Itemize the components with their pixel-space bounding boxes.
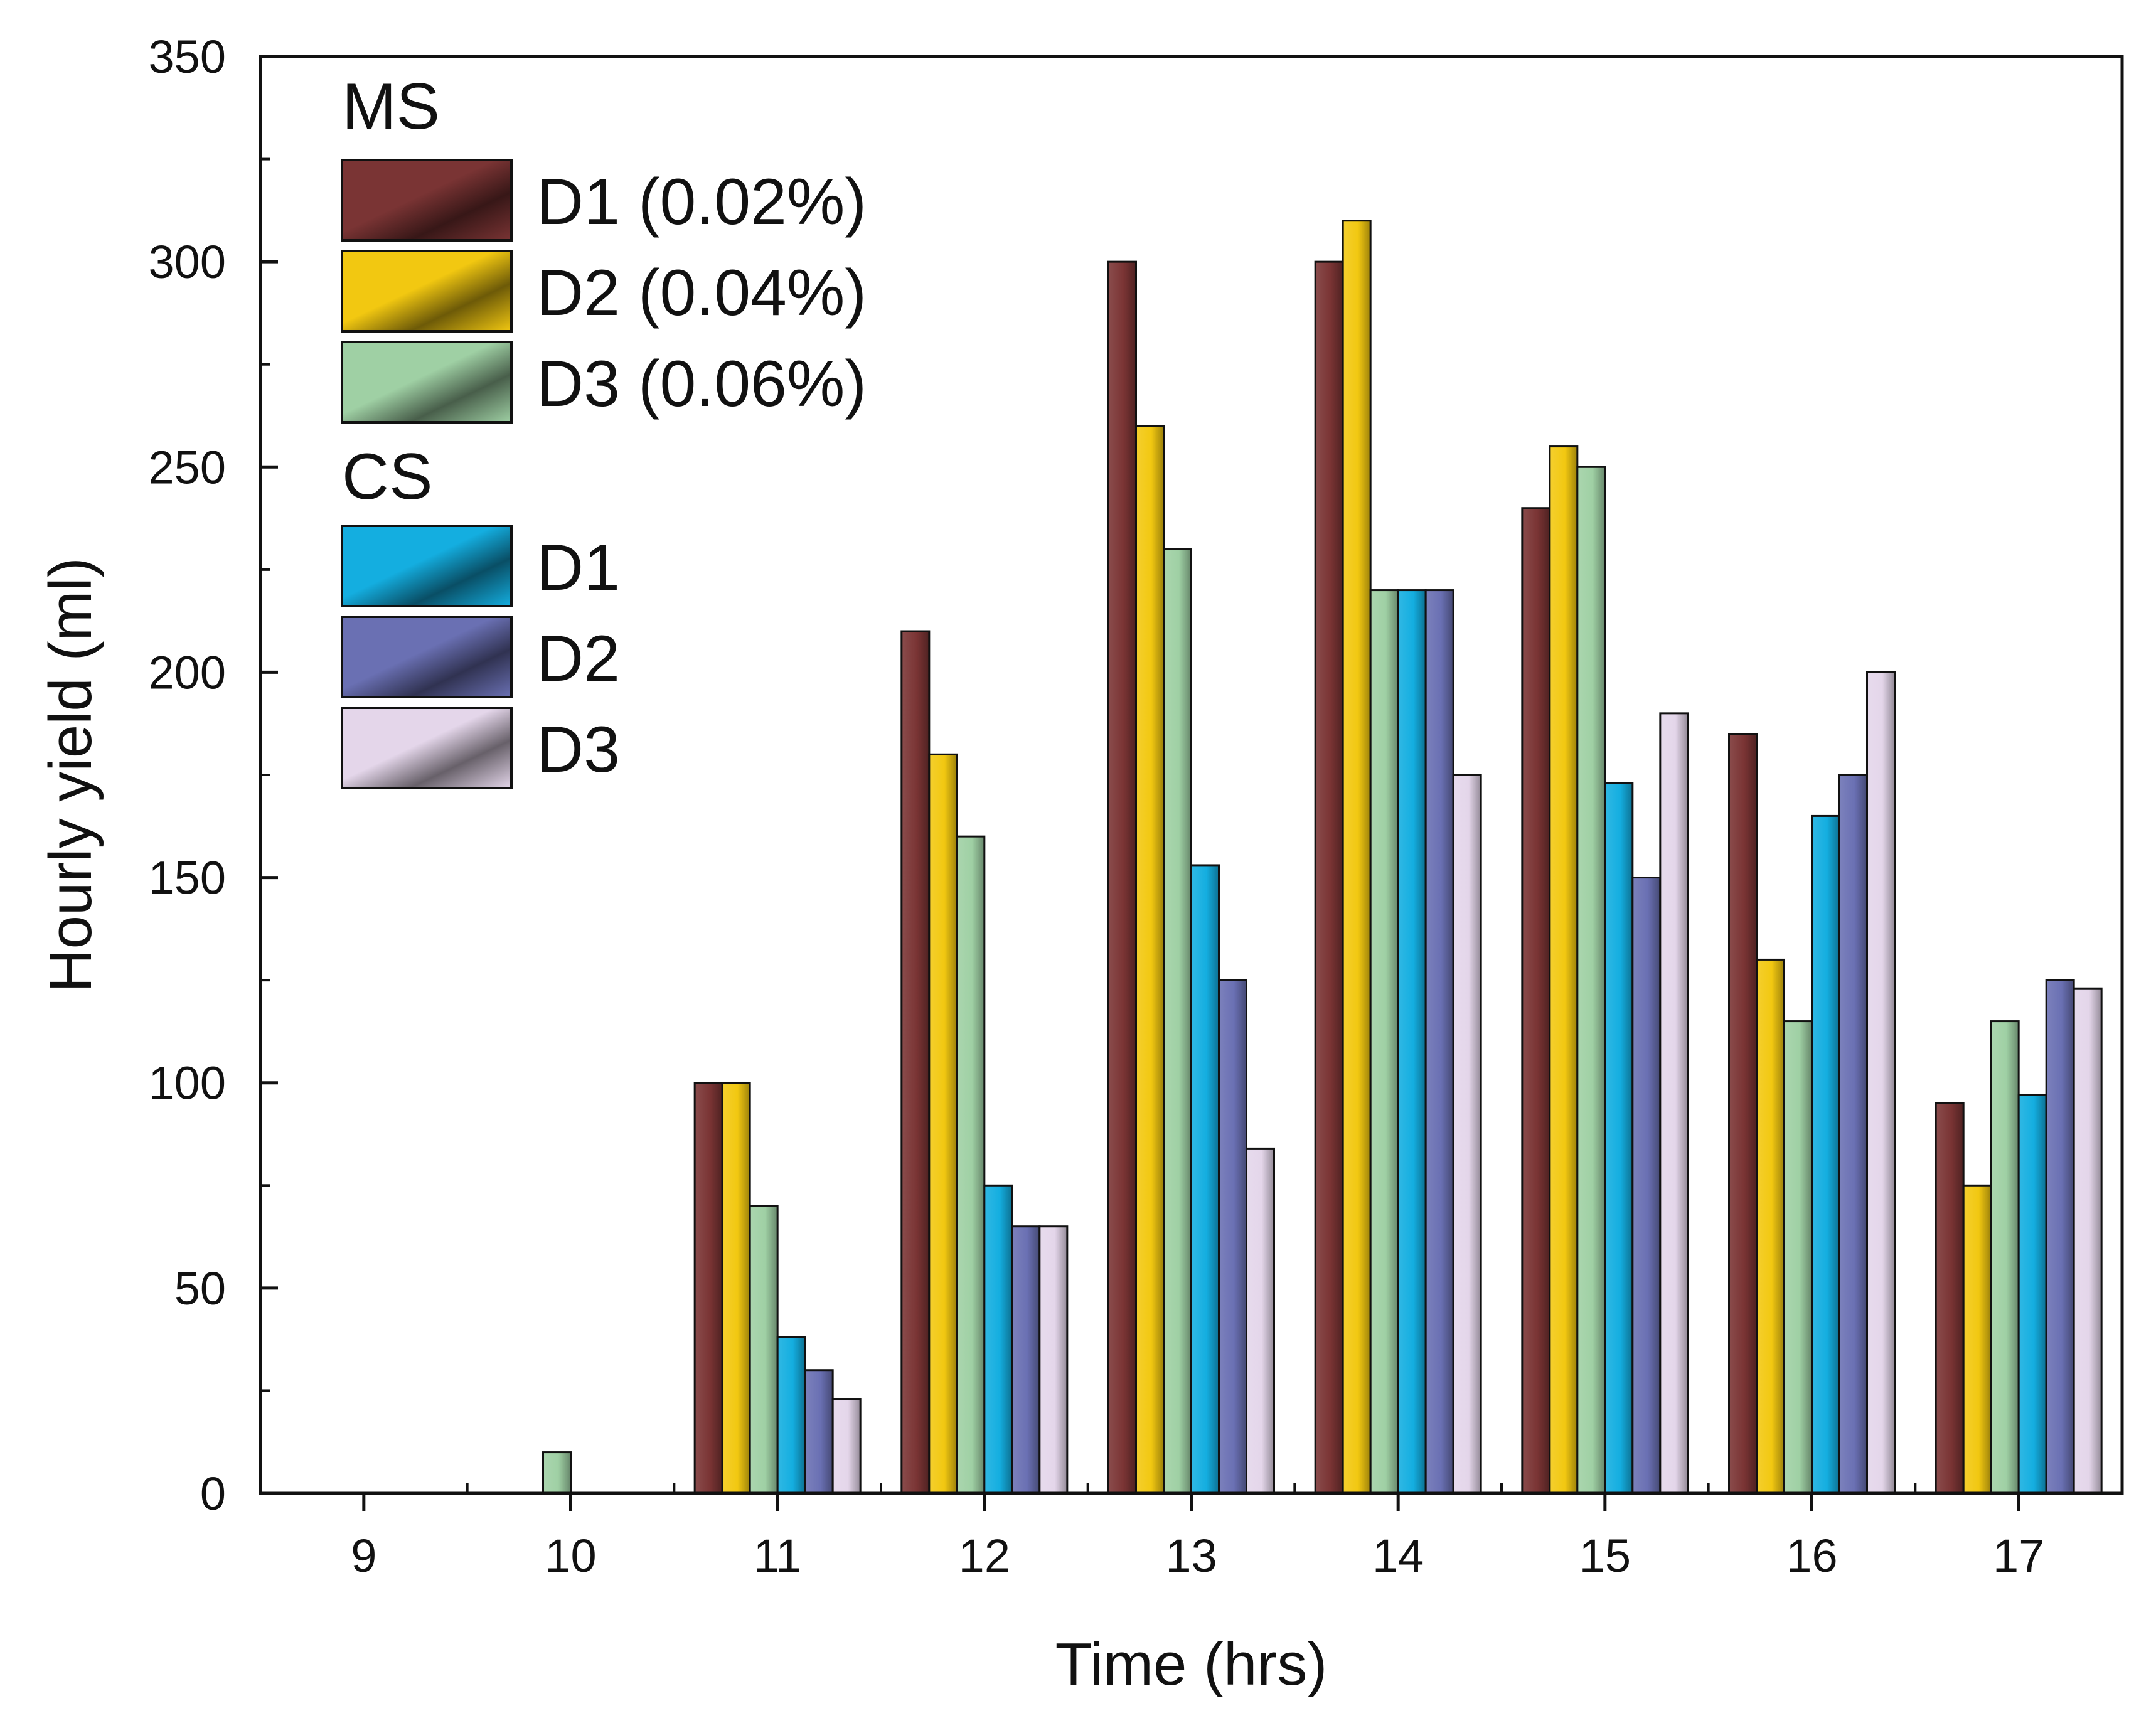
bar-ms-3-t15	[1576, 466, 1606, 1495]
bar-cs-1-t13	[1190, 864, 1220, 1495]
bar-cs-3-t14	[1452, 774, 1482, 1495]
x-tick-label: 9	[351, 1530, 376, 1582]
bar-ms-1-t17	[1935, 1102, 1965, 1495]
legend-swatch	[341, 341, 513, 424]
bar-cs-2-t11	[804, 1369, 834, 1495]
bar-ms-2-t17	[1962, 1184, 1992, 1495]
x-tick-label: 13	[1165, 1530, 1217, 1582]
legend-swatch	[341, 525, 513, 607]
x-tick-label: 16	[1786, 1530, 1837, 1582]
bar-cs-1-t16	[1811, 814, 1840, 1495]
y-tick-label: 100	[149, 1057, 226, 1109]
legend-label: D3 (0.06%)	[536, 348, 867, 420]
bar-cs-1-t17	[2017, 1094, 2047, 1495]
bar-cs-3-t16	[1866, 671, 1896, 1495]
legend: MS CS D1 (0.02%) D2 (0.04%) D3 (0.06%) D1 D2 D3	[341, 70, 867, 789]
axes-layer: 0 50 100 150 200 250 300 350 9 10 11 12 13 14 15 16 17 Ti…	[37, 31, 2124, 1698]
legend-group-ms: MS	[342, 70, 440, 143]
bar-ms-1-t16	[1728, 733, 1758, 1495]
legend-swatch	[341, 159, 513, 242]
bar-ms-3-t17	[1990, 1020, 2020, 1495]
legend-group-cs: CS	[342, 440, 432, 513]
x-axis-title: Time (hrs)	[1055, 1631, 1328, 1698]
bar-ms-1-t15	[1521, 507, 1551, 1495]
y-axis-title: Hourly yield (ml)	[37, 557, 104, 992]
bar-ms-1-t13	[1107, 260, 1137, 1495]
x-tick-label: 15	[1579, 1530, 1631, 1582]
bar-cs-3-t12	[1038, 1225, 1069, 1495]
bar-ms-2-t14	[1342, 220, 1372, 1495]
bar-cs-3-t11	[831, 1398, 862, 1495]
bar-ms-3-t11	[749, 1205, 779, 1495]
bar-cs-1-t12	[983, 1184, 1013, 1495]
legend-swatch	[341, 250, 513, 333]
bar-ms-2-t11	[721, 1082, 751, 1495]
bar-ms-3-t13	[1163, 548, 1192, 1495]
y-tick-label: 350	[149, 31, 226, 83]
bar-ms-3-t12	[956, 835, 986, 1495]
bar-ms-1-t14	[1314, 260, 1344, 1495]
bar-cs-1-t15	[1604, 782, 1634, 1495]
bar-ms-2-t15	[1549, 445, 1579, 1495]
y-tick-label: 50	[174, 1262, 226, 1315]
x-tick-label: 10	[545, 1530, 596, 1582]
bar-cs-1-t11	[776, 1336, 806, 1495]
y-tick-label: 250	[149, 441, 226, 493]
y-tick-label: 300	[149, 236, 226, 288]
y-tick-label: 0	[200, 1468, 226, 1520]
bar-cs-2-t16	[1838, 774, 1868, 1495]
bar-cs-3-t17	[2073, 987, 2103, 1495]
legend-label: D1 (0.02%)	[536, 166, 867, 238]
bar-cs-3-t13	[1246, 1147, 1275, 1495]
bar-ms-2-t13	[1135, 425, 1165, 1495]
bar-cs-2-t13	[1218, 979, 1247, 1495]
y-tick-label: 150	[149, 852, 226, 904]
legend-label: D2 (0.04%)	[536, 257, 867, 329]
legend-swatch	[341, 707, 513, 789]
legend-label: D3	[536, 713, 620, 786]
x-tick-label: 12	[959, 1530, 1010, 1582]
y-tick-label: 200	[149, 646, 226, 698]
bar-ms-2-t12	[928, 753, 958, 1495]
bar-cs-2-t14	[1424, 589, 1454, 1495]
x-tick-label: 14	[1372, 1530, 1424, 1582]
bar-cs-2-t17	[2045, 979, 2075, 1495]
legend-label: D2	[536, 622, 620, 695]
bar-cs-1-t14	[1397, 589, 1427, 1495]
bar-ms-2-t16	[1756, 958, 1785, 1495]
bar-cs-2-t12	[1011, 1225, 1041, 1495]
bars-layer	[542, 220, 2103, 1495]
bar-ms-3-t16	[1783, 1020, 1813, 1495]
bar-ms-1-t12	[900, 630, 931, 1495]
bar-ms-3-t10	[542, 1451, 572, 1495]
bar-ms-3-t14	[1369, 589, 1399, 1495]
bar-ms-1-t11	[693, 1082, 723, 1495]
bar-cs-2-t15	[1631, 877, 1662, 1495]
x-tick-label: 11	[754, 1530, 802, 1582]
legend-swatch	[341, 616, 513, 698]
bar-cs-3-t15	[1659, 712, 1689, 1495]
x-tick-label: 17	[1993, 1530, 2044, 1582]
legend-label: D1	[536, 531, 620, 604]
